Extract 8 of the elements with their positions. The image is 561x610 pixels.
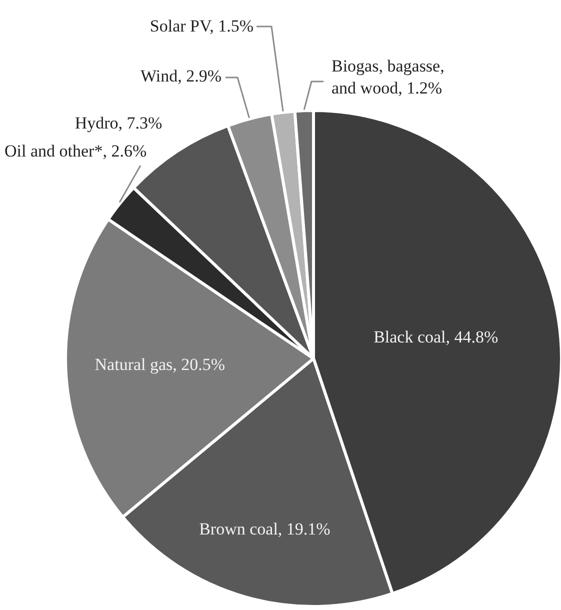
slice-label: Biogas, bagasse, and wood, 1.2% [332,56,444,98]
slice-label: Wind, 2.9% [140,66,222,86]
slice-label: Brown coal, 19.1% [199,519,330,538]
slice-label: Solar PV, 1.5% [150,16,254,36]
slice-label: Oil and other*, 2.6% [4,142,147,160]
slice-label: Black coal, 44.8% [374,328,498,347]
slice-label: Natural gas, 20.5% [94,354,226,374]
slice-label: Hydro, 7.3% [74,114,162,132]
